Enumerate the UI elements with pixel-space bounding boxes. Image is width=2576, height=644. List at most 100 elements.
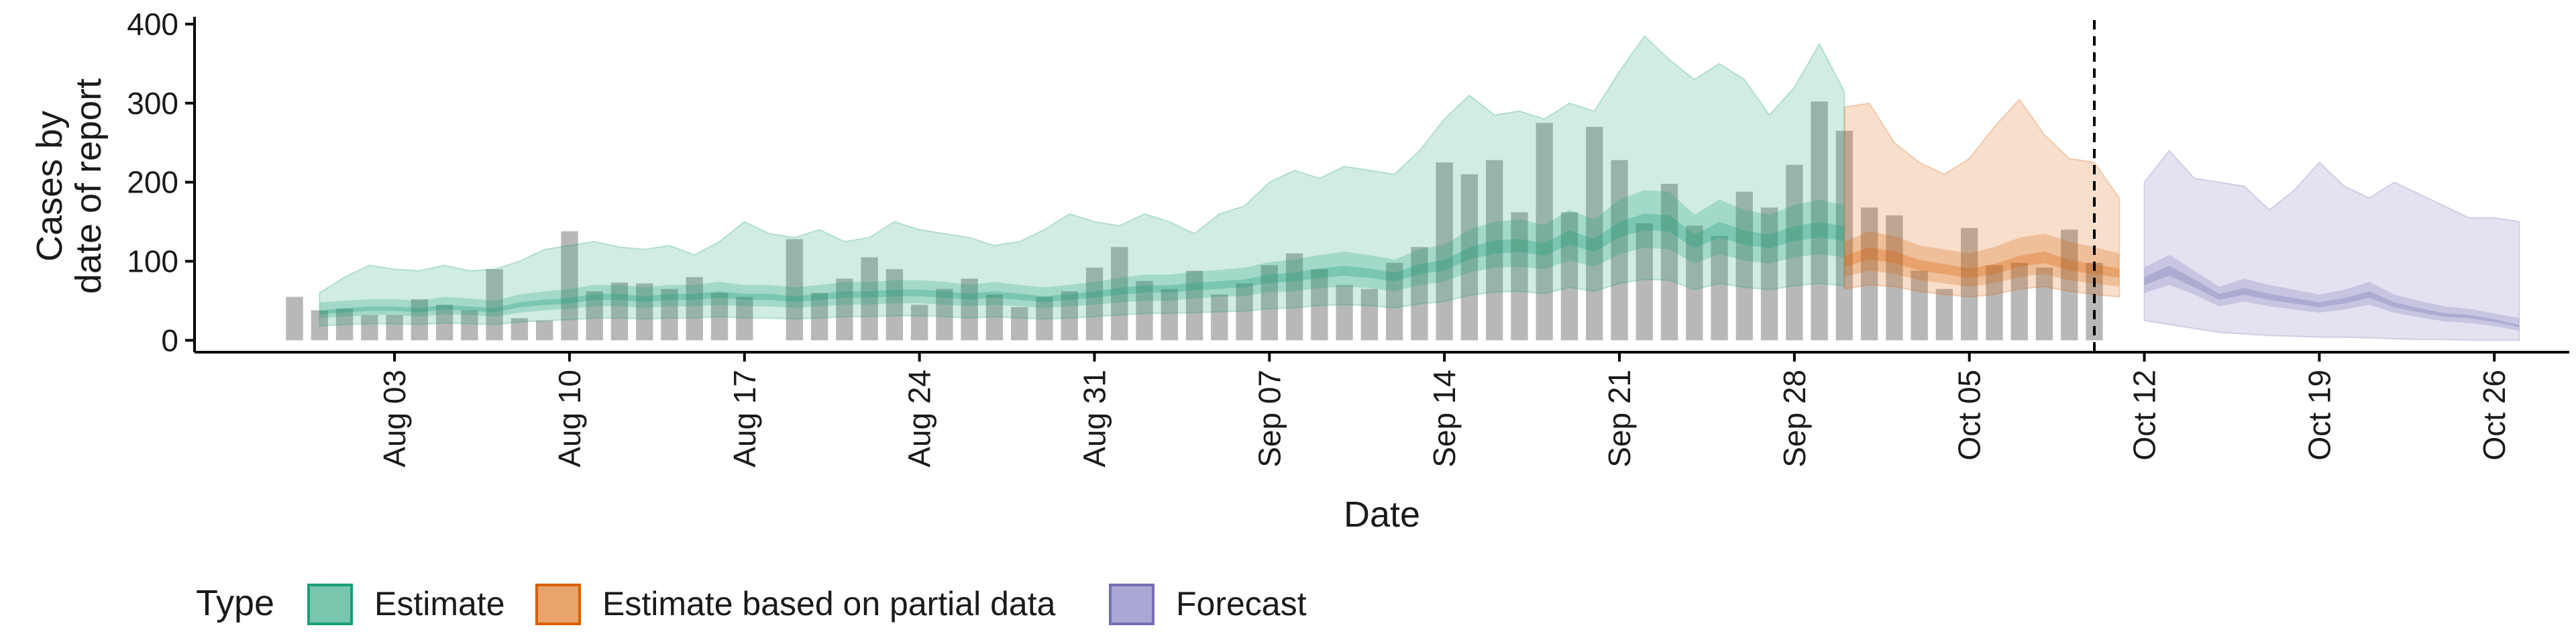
case-bar — [885, 269, 904, 341]
case-bar — [1986, 265, 2003, 341]
case-bar — [1360, 288, 1379, 341]
case-bar — [1311, 269, 1328, 341]
x-tick-label: Sep 28 — [1777, 370, 1812, 468]
case-bar — [610, 282, 629, 341]
case-bar — [1835, 131, 1854, 341]
case-bar — [1611, 160, 1628, 341]
case-bar — [736, 297, 753, 341]
y-tick-label: 100 — [127, 244, 178, 278]
case-bar — [1460, 174, 1479, 341]
case-bar — [1735, 191, 1753, 341]
legend-label-1: Estimate based on partial data — [602, 585, 1056, 623]
case-bar — [1786, 164, 1803, 341]
case-bar — [1136, 280, 1153, 341]
case-bar — [561, 231, 578, 341]
y-axis-title: Cases bydate of report — [30, 78, 109, 294]
x-tick-label: Aug 24 — [902, 370, 937, 468]
case-bar — [1111, 247, 1128, 341]
case-bar — [836, 278, 853, 341]
x-tick-label: Oct 19 — [2302, 370, 2337, 461]
case-bar — [1011, 307, 1028, 341]
case-bar — [1285, 253, 1303, 341]
case-bar — [961, 278, 978, 341]
x-tick-label: Sep 21 — [1602, 370, 1637, 468]
x-tick-label: Oct 05 — [1952, 370, 1987, 461]
case-bar — [810, 292, 828, 341]
case-bar — [1560, 212, 1578, 341]
case-bar — [1586, 127, 1603, 341]
case-bar — [1711, 235, 1728, 341]
case-bar — [1260, 265, 1278, 341]
case-bar — [1660, 183, 1678, 341]
case-bar — [636, 283, 653, 341]
inner-band — [2144, 255, 2520, 331]
case-bar — [1085, 267, 1104, 341]
case-bar — [1635, 223, 1653, 341]
outer-band — [1843, 98, 2121, 298]
case-bar — [661, 288, 678, 341]
case-bar — [2035, 267, 2053, 341]
inner-band — [319, 190, 1845, 319]
axes-layer: 0 100 200 300 400 Aug 03 Aug 10 Aug 17 Aug 24 Aug… — [30, 7, 2569, 535]
case-bar — [1486, 160, 1503, 341]
y-tick-label: 300 — [127, 86, 178, 121]
case-bar — [586, 291, 603, 341]
outer-band — [319, 35, 1845, 327]
case-bar — [985, 294, 1004, 341]
case-bar — [1811, 101, 1828, 341]
case-bar — [1236, 283, 1253, 341]
y-tick-label: 200 — [127, 165, 178, 200]
x-tick-label: Sep 07 — [1252, 370, 1287, 468]
case-bar — [335, 309, 354, 341]
case-bar — [2010, 262, 2028, 341]
case-bar — [1961, 227, 1978, 341]
case-bar — [1536, 123, 1553, 341]
case-bar — [411, 299, 429, 341]
case-bar — [461, 310, 478, 341]
case-bar — [1385, 262, 1403, 341]
x-tick-label: Oct 12 — [2127, 370, 2162, 461]
median-band — [2144, 266, 2520, 327]
series-1 — [1843, 98, 2121, 298]
case-bar — [1860, 207, 1878, 341]
legend-label-2: Forecast — [1176, 585, 1307, 623]
series-2 — [2143, 149, 2520, 341]
legend-swatch-2 — [1109, 584, 1155, 625]
x-tick-label: Aug 03 — [377, 370, 412, 468]
case-bar — [1036, 297, 1053, 341]
case-bar — [1935, 288, 1953, 341]
case-bar — [1760, 207, 1778, 341]
case-bar — [710, 292, 729, 341]
case-bar — [786, 239, 803, 341]
x-tick-label: Aug 31 — [1077, 370, 1112, 468]
case-bar — [1211, 294, 1228, 341]
y-tick-label: 0 — [161, 323, 178, 358]
x-axis-title: Date — [1344, 494, 1420, 535]
case-bar — [861, 257, 878, 341]
y-axis-title-line: date of report — [68, 78, 109, 294]
case-bar — [1185, 270, 1203, 341]
case-bar — [1911, 270, 1928, 341]
case-bar — [286, 297, 303, 341]
case-bar — [486, 269, 503, 341]
case-bar — [311, 310, 328, 341]
legend-swatch-0 — [307, 584, 353, 625]
case-bar — [1511, 212, 1528, 341]
legend-label-0: Estimate — [374, 585, 505, 623]
x-tick-label: Oct 26 — [2477, 370, 2512, 461]
outer-band — [2143, 149, 2520, 341]
case-bar — [536, 320, 553, 341]
case-bar — [1686, 225, 1703, 341]
case-bar — [511, 318, 529, 341]
y-tick-label: 400 — [127, 7, 178, 42]
legend-title: Type — [196, 583, 274, 623]
case-bar — [361, 315, 378, 341]
case-bar — [686, 277, 703, 341]
inner-band — [1844, 231, 2120, 287]
case-bar — [1436, 162, 1453, 341]
legend-swatch-1 — [535, 584, 581, 625]
y-axis-title-line: Cases by — [30, 111, 70, 262]
case-bar — [910, 305, 928, 341]
bars-layer — [286, 101, 2103, 341]
